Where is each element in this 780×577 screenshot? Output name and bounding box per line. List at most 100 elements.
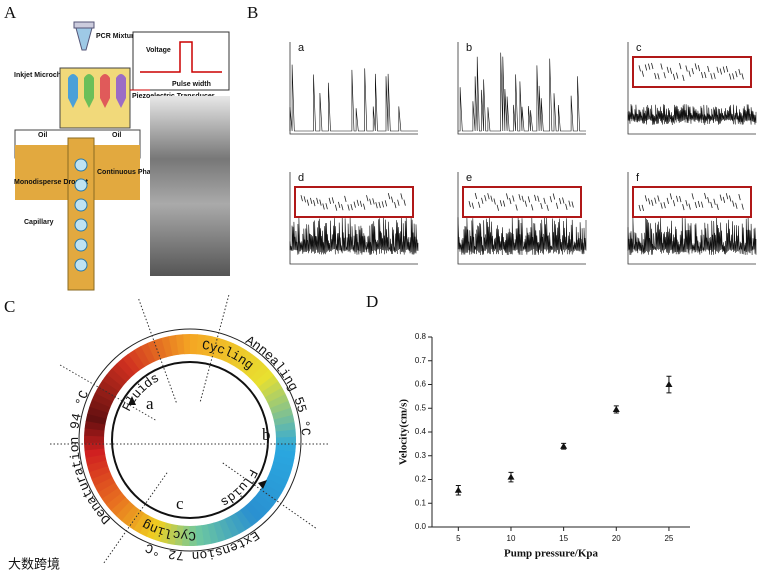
ring-segment [106,492,127,511]
subplot-axes [289,172,418,265]
ring-segment [133,512,150,534]
subplot-axes [457,172,586,265]
y-tick-label: 0.0 [415,522,427,531]
label: Voltage [146,47,171,54]
ring-segment [207,336,220,358]
ring-segment [167,524,179,545]
ring-segment [195,334,206,355]
y-tick-label: 0.8 [415,332,427,341]
ring-segment [110,497,131,517]
ring-segment [133,346,151,368]
ring-segment [201,335,213,356]
ring-segment [97,482,119,500]
ring-segment [257,374,279,393]
photo [150,96,230,276]
y-tick-label: 0.5 [415,403,427,412]
droplet [74,178,88,192]
ring-segment [253,492,274,512]
ring-segment [106,368,127,388]
ring-segment [264,387,286,403]
y-tick-label: 0.2 [415,475,427,484]
nozzle [68,74,78,108]
tube-cap [73,21,95,29]
ring-segment [167,334,179,356]
label: Monodisperse Droplet [14,179,89,186]
ring-segment [146,340,162,362]
panel-label: B [247,3,258,22]
nozzle [116,74,126,108]
ring-segment [115,501,135,522]
panel-label: D [366,292,378,311]
inset-trace [638,62,744,81]
nozzle [84,74,94,108]
ring-segment [101,487,123,506]
label: PCR Mixture [96,33,138,40]
ring-segment [253,369,274,388]
pulse [140,41,222,73]
ring-segment [127,349,145,371]
y-tick-label: 0.3 [415,451,427,460]
divider [199,294,230,402]
ring-segment [213,520,227,543]
ring-segment [274,448,296,459]
subplot-label: d [298,172,304,184]
ring-segment [224,343,241,365]
flow-circle [111,361,269,519]
ring-segment [240,505,259,527]
subplot-axes [627,172,756,265]
signal-trace [627,104,757,126]
ring-segment [219,340,234,362]
x-tick-label: 5 [456,534,461,543]
ring-segment [271,407,293,420]
ring-segment [153,520,167,542]
ring-segment [229,512,247,534]
ring-segment [235,509,253,531]
ring-segment [84,421,106,432]
signal-trace [458,52,586,132]
y-tick-label: 0.7 [415,356,427,365]
axes [431,337,690,528]
droplet [74,238,88,252]
marker [507,473,515,480]
signal-trace [289,64,418,132]
ring-segment [84,428,105,437]
ring-segment [189,525,198,546]
ring-segment [121,353,140,375]
x-axis-label: Pump pressure/Kpa [504,548,599,560]
ring-outline [78,328,302,552]
ring-segment [127,509,145,530]
ring-segment [87,460,109,473]
subplot-label: f [636,172,640,184]
label: Capillary [24,219,54,226]
inset-box [632,186,752,218]
ring-segment [245,358,265,379]
ring-segment [160,522,173,544]
ring-segment [89,466,111,480]
divider [138,298,177,403]
x-tick-label: 20 [612,534,621,543]
label: Oil [38,132,47,139]
ring-segment [261,380,283,398]
droplet [74,258,88,272]
droplet [74,218,88,232]
ring-segment [94,386,116,403]
ring-segment [153,337,167,360]
x-tick-label: 15 [559,534,568,543]
ring-segment [121,505,140,526]
panel-label: C [4,297,15,316]
ring-segment [267,393,289,409]
ring-segment [249,363,270,383]
signal-trace [627,217,757,256]
ring-segment [261,483,282,500]
label: Inkjet Microchip [14,72,67,79]
label: b [262,425,271,444]
ring-segment [98,380,119,397]
ring-segment [269,400,291,414]
ring-segment [235,350,253,371]
panel-c: Denaturation 94 °C Annealing 55 °C Exten… [50,294,330,564]
ring-segment [84,435,105,444]
ring-segment [85,454,107,466]
ring-segment [224,515,240,538]
ring-segment [269,466,291,481]
ring-segment [273,414,295,426]
